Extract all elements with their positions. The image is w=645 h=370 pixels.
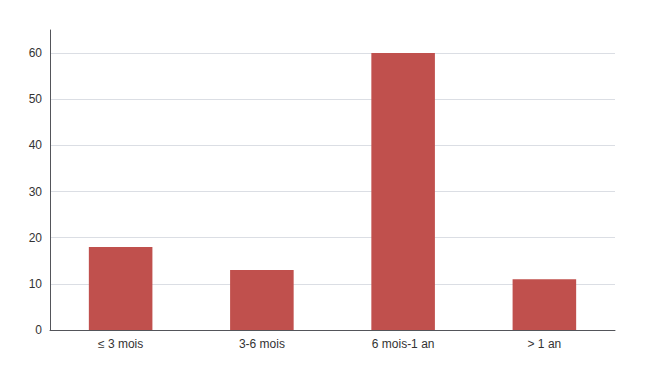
svg-text:30: 30	[29, 185, 43, 199]
svg-text:6 mois-1 an: 6 mois-1 an	[372, 337, 435, 351]
svg-text:≤ 3 mois: ≤ 3 mois	[98, 337, 143, 351]
svg-text:0: 0	[35, 323, 42, 337]
svg-text:60: 60	[29, 46, 43, 60]
svg-text:> 1 an: > 1 an	[528, 337, 562, 351]
svg-text:20: 20	[29, 231, 43, 245]
svg-text:3-6 mois: 3-6 mois	[239, 337, 285, 351]
svg-text:10: 10	[29, 277, 43, 291]
svg-text:40: 40	[29, 138, 43, 152]
svg-text:50: 50	[29, 92, 43, 106]
